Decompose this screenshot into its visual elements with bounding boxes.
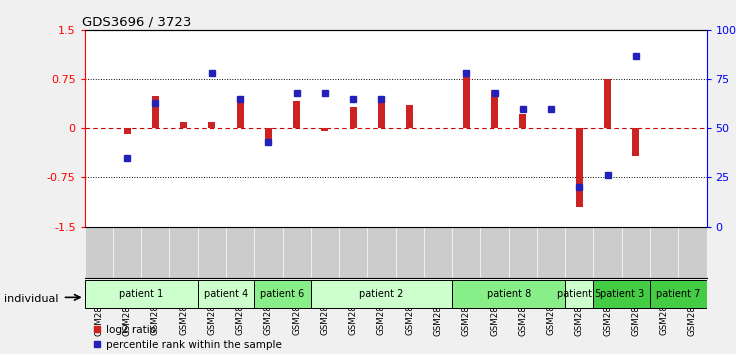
Text: patient 6: patient 6 (261, 289, 305, 299)
Bar (378, 103, 385, 128)
Text: patient 3: patient 3 (600, 289, 644, 299)
Bar (265, 128, 272, 140)
Bar (491, 90, 498, 128)
Bar (632, 128, 640, 156)
Bar (124, 128, 130, 133)
Legend: log2 ratio, percentile rank within the sample: log2 ratio, percentile rank within the s… (88, 320, 286, 354)
Text: patient 2: patient 2 (359, 289, 403, 299)
Bar (208, 122, 216, 128)
Text: patient 1: patient 1 (119, 289, 163, 299)
Bar (293, 101, 300, 128)
Text: patient 5: patient 5 (557, 289, 601, 299)
Text: individual: individual (4, 294, 58, 304)
Bar (236, 96, 244, 128)
Bar (565, 280, 593, 308)
Bar (406, 105, 414, 128)
Bar (452, 280, 565, 308)
Bar (576, 128, 583, 207)
Bar (180, 122, 187, 128)
Bar (463, 73, 470, 128)
Text: patient 8: patient 8 (486, 289, 531, 299)
Text: GDS3696 / 3723: GDS3696 / 3723 (82, 16, 191, 29)
Bar (152, 96, 159, 128)
Bar (593, 280, 650, 308)
Bar (322, 128, 328, 131)
Text: patient 4: patient 4 (204, 289, 248, 299)
Bar (650, 280, 707, 308)
Bar (311, 280, 452, 308)
Text: patient 7: patient 7 (656, 289, 701, 299)
Bar (520, 114, 526, 128)
Bar (198, 280, 254, 308)
Bar (85, 280, 198, 308)
Bar (604, 79, 611, 128)
Bar (350, 107, 357, 128)
Bar (254, 280, 311, 308)
